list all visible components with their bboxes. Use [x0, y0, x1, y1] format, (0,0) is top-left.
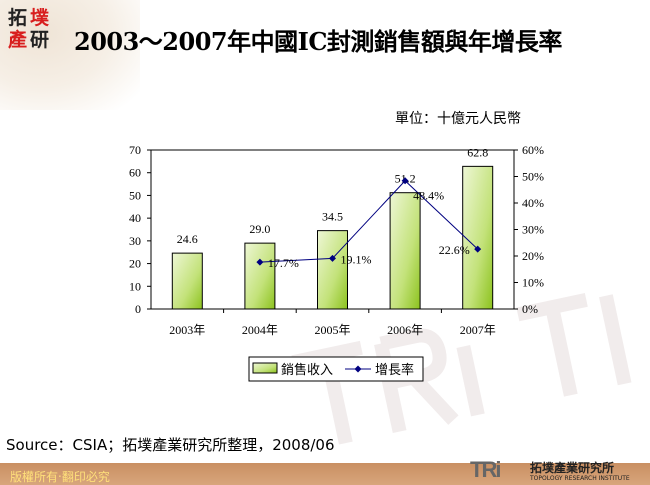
- bar: [389, 192, 421, 310]
- x-tick-label: 2007年: [460, 323, 496, 337]
- growth-label: 48.4%: [413, 189, 444, 203]
- right-tick-label: 50%: [522, 170, 544, 184]
- growth-line: [259, 180, 479, 263]
- bar-label: 24.6: [177, 232, 198, 246]
- logo: 拓墣 產研: [8, 7, 50, 51]
- right-tick-label: 0%: [522, 302, 538, 316]
- left-tick-label: 30: [129, 234, 141, 248]
- bar: [171, 252, 203, 310]
- right-tick-label: 20%: [522, 249, 544, 263]
- left-tick-label: 0: [135, 302, 141, 316]
- left-tick-label: 10: [129, 279, 141, 293]
- background-map: [0, 0, 140, 110]
- left-tick-label: 70: [129, 143, 141, 157]
- x-tick-label: 2003年: [169, 323, 205, 337]
- growth-marker: [401, 177, 409, 185]
- bar-label: 34.5: [322, 210, 343, 224]
- bar-label: 62.8: [467, 145, 488, 159]
- legend-line-label: 增長率: [375, 362, 414, 378]
- x-tick-label: 2006年: [387, 323, 423, 337]
- left-tick-label: 50: [129, 188, 141, 202]
- growth-label: 22.6%: [439, 243, 470, 257]
- source-note: Source：CSIA；拓墣產業研究所整理，2008/06: [6, 436, 335, 454]
- legend: [248, 356, 424, 382]
- brand-cn: 拓墣產業研究所: [530, 461, 615, 475]
- x-tick-label: 2005年: [314, 323, 350, 337]
- legend-bar-swatch: [252, 362, 278, 374]
- bar: [244, 242, 276, 310]
- tri-logo: TRi: [470, 457, 501, 482]
- left-tick-label: 40: [129, 211, 141, 225]
- right-tick-label: 10%: [522, 276, 544, 290]
- copyright: 版權所有‧翻印必究: [10, 470, 110, 484]
- left-tick-label: 20: [129, 257, 141, 271]
- growth-marker: [329, 254, 336, 262]
- footer-bar: [0, 463, 650, 485]
- growth-label: 17.7%: [268, 256, 299, 270]
- bar: [317, 230, 348, 310]
- brand-en: TOPOLOGY RESEARCH INSTITUTE: [530, 475, 630, 482]
- left-tick-label: 60: [129, 166, 141, 180]
- legend-bar-label: 銷售收入: [281, 362, 333, 378]
- bar-label: 29.0: [249, 222, 270, 236]
- growth-label: 19.1%: [341, 252, 372, 266]
- unit-label: 單位：十億元人民幣: [395, 111, 521, 127]
- right-tick-label: 30%: [522, 223, 544, 237]
- x-tick-label: 2004年: [242, 323, 278, 337]
- legend-line-marker: [354, 365, 362, 373]
- page-title: 2003～2007年中國IC封測銷售額與年增長率: [74, 27, 562, 56]
- right-tick-label: 60%: [522, 143, 544, 157]
- bar: [462, 165, 494, 310]
- growth-marker: [256, 258, 264, 266]
- right-tick-label: 40%: [522, 196, 544, 210]
- growth-marker: [474, 245, 482, 253]
